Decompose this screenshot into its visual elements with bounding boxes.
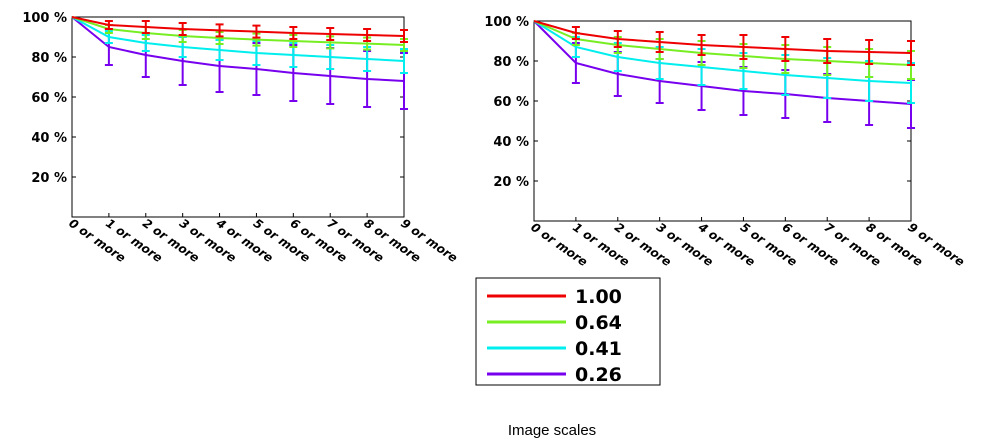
y-tick-label: 20 % — [493, 175, 529, 190]
y-tick-label: 100 % — [484, 15, 529, 30]
series-line — [533, 20, 912, 105]
y-tick-label: 20 % — [31, 171, 67, 186]
series-line — [71, 16, 405, 82]
series-line — [533, 20, 912, 84]
y-tick-label: 40 % — [493, 135, 529, 150]
series-line — [533, 20, 912, 66]
series-line — [71, 16, 405, 62]
series-line — [71, 16, 405, 37]
y-tick-label: 100 % — [22, 11, 67, 26]
y-tick-label: 60 % — [493, 95, 529, 110]
legend-label: 0.64 — [575, 312, 622, 334]
series-line — [533, 20, 912, 54]
series-line — [71, 16, 405, 46]
plot-frame — [71, 16, 405, 218]
y-tick-label: 80 % — [493, 55, 529, 70]
y-tick-label: 60 % — [31, 91, 67, 106]
legend: 1.00 0.64 0.41 0.26 — [475, 277, 661, 386]
series-0.26 — [533, 20, 915, 129]
legend-label: 0.26 — [575, 364, 622, 386]
series-1.00 — [533, 20, 915, 66]
legend-label: 0.41 — [575, 338, 622, 360]
series-1.00 — [71, 16, 408, 43]
legend-box — [475, 277, 661, 386]
y-tick-label: 40 % — [31, 131, 67, 146]
legend-label: 1.00 — [575, 286, 622, 308]
figure-caption: Image scales — [508, 422, 596, 439]
y-tick-label: 80 % — [31, 51, 67, 66]
